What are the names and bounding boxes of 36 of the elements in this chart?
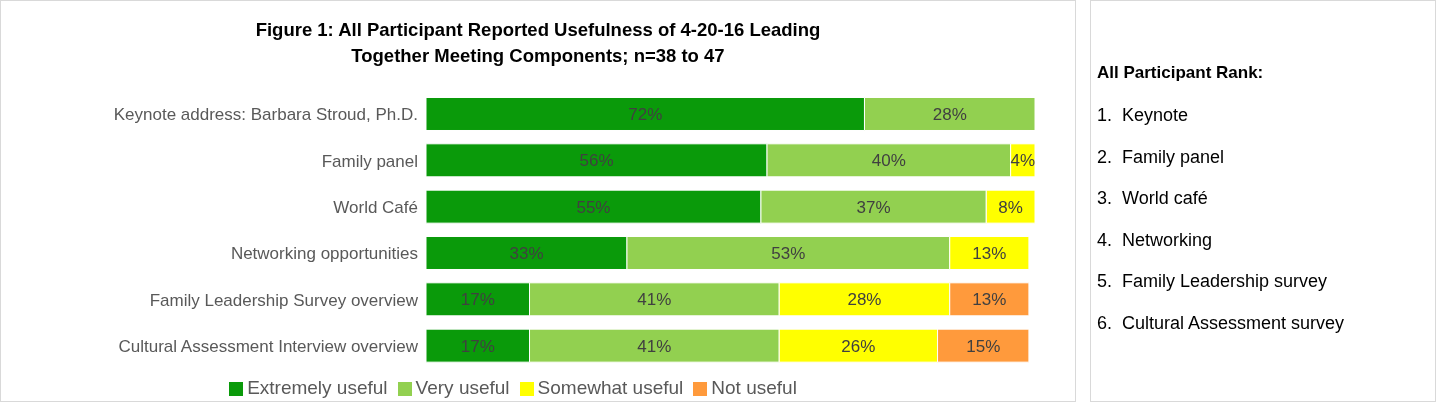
data-label: 55%	[576, 197, 611, 217]
data-label: 15%	[966, 336, 1001, 356]
data-label: 13%	[972, 290, 1007, 310]
data-label: 17%	[460, 290, 495, 310]
y-tick-label: Family Leadership Survey overview	[149, 290, 419, 310]
legend-label: Somewhat useful	[537, 377, 684, 398]
data-label: 17%	[460, 336, 495, 356]
legend-label: Extremely useful	[247, 377, 388, 398]
data-label: 8%	[998, 197, 1023, 217]
legend-label: Not useful	[711, 377, 797, 398]
data-label: 56%	[579, 151, 614, 171]
data-label: 33%	[509, 244, 544, 264]
data-label: 37%	[856, 197, 891, 217]
text: 2. Family panel	[1097, 145, 1226, 169]
data-label: 40%	[871, 151, 906, 171]
data-label: 41%	[637, 336, 672, 356]
data-label: 53%	[771, 244, 806, 264]
data-label: 41%	[637, 290, 672, 310]
text: 6. Cultural Assessment survey	[1097, 311, 1346, 335]
y-tick-label: Networking opportunities	[230, 244, 418, 264]
legend-label: Very useful	[415, 377, 510, 398]
text: 4. Networking	[1097, 228, 1214, 252]
text: 3. World café	[1097, 187, 1209, 210]
data-label: 13%	[972, 244, 1007, 264]
y-tick-label: Cultural Assessment Interview overview	[118, 336, 419, 356]
text: 1. Keynote	[1097, 104, 1190, 127]
data-label: 26%	[841, 336, 876, 356]
data-label: 72%	[628, 105, 663, 125]
y-tick-label: World Café	[333, 197, 418, 217]
data-label: 28%	[932, 105, 967, 125]
text: 5. Family Leadership survey	[1097, 270, 1329, 293]
y-tick-label: Keynote address: Barbara Stroud, Ph.D.	[113, 105, 418, 125]
y-tick-label: Family panel	[321, 151, 418, 171]
chart-title: Figure 1: All Participant Reported Usefulness of 4-20-16 Leading Together Meeting Components; n=38 to 47	[254, 18, 822, 68]
data-label: 28%	[847, 290, 882, 310]
text: All Participant Rank:	[1097, 63, 1265, 83]
